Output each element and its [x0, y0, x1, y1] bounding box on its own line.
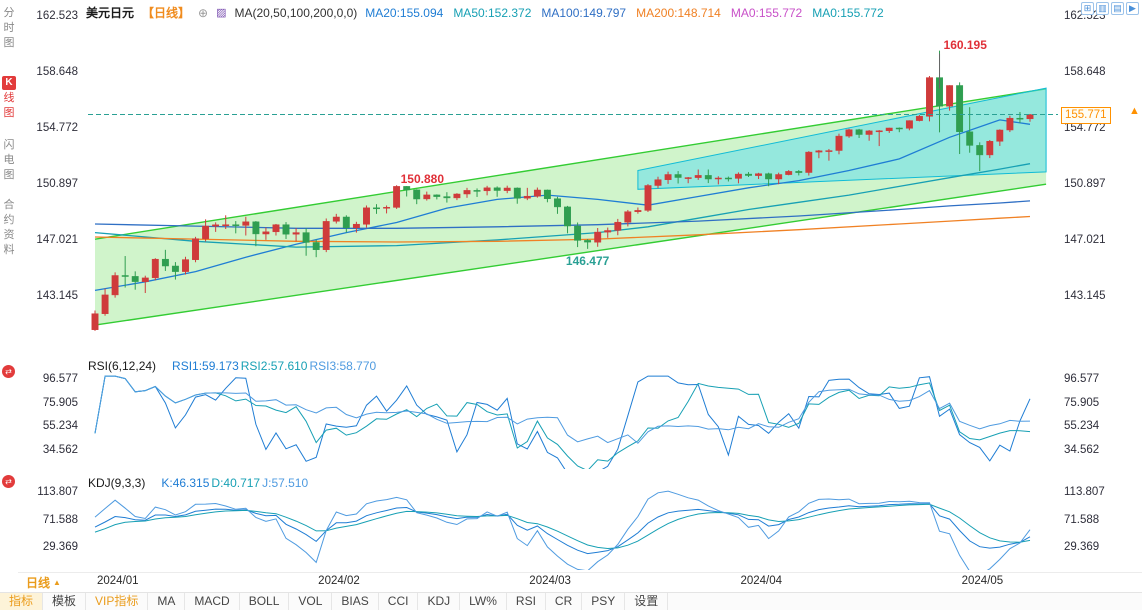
- bottom-toolbar: 指标 模板 VIP指标 MA MACD BOLL VOL BIAS CCI KDJ LW% RSI CR…: [0, 592, 1142, 610]
- sidebar: 分时图 K 线图闪电图合约资料: [0, 0, 18, 592]
- kdj-value-label: K:46.315: [161, 476, 210, 490]
- toolbar-tab-boll[interactable]: BOLL: [240, 593, 290, 610]
- ma-line-ma20: [94, 119, 1031, 292]
- ma-params-label: MA(20,50,100,200,0,0): [234, 5, 358, 20]
- toolbar-tab-rsi[interactable]: RSI: [507, 593, 546, 610]
- toolbar-tab-vip-indicators[interactable]: VIP指标: [86, 593, 149, 610]
- rsi-header: RSI(6,12,24) RSI1:59.173 RSI2:57.610 RSI3:…: [88, 359, 380, 373]
- sidebar-tab-kline-chart[interactable]: K 线图: [2, 76, 16, 119]
- ma-value-label: MA200:148.714: [636, 5, 721, 20]
- kdj-value-label: D:40.717: [211, 476, 261, 490]
- toolbar-tab-indicators[interactable]: 指标: [0, 593, 44, 610]
- toolbar-tab-lwr[interactable]: LW%: [460, 593, 507, 610]
- rsi-value-label: RSI2:57.610: [240, 359, 308, 373]
- rsi-swap-icon[interactable]: ⇄: [2, 365, 15, 378]
- toolbar-tab-cr[interactable]: CR: [546, 593, 583, 610]
- rsi-title: RSI(6,12,24): [88, 359, 157, 373]
- forward-icon[interactable]: ▶: [1126, 2, 1139, 15]
- ma-badge-icon: ▨: [216, 7, 227, 19]
- ma-value-label: MA20:155.094: [365, 5, 444, 20]
- rsi-value-label: RSI1:59.173: [172, 359, 239, 373]
- trend-channel-layer: [94, 87, 1047, 326]
- current-price-label: 155.771: [1061, 107, 1111, 124]
- active-tab-badge: K: [2, 76, 16, 90]
- chart-header: 美元日元 【日线】 ⊕ ▨ MA(20,50,100,200,0,0) MA20:…: [86, 4, 894, 21]
- ma-value-label: MA0:155.772: [812, 5, 884, 20]
- period-selector-label: 日线: [26, 576, 51, 590]
- bar-chart-icon[interactable]: ▤: [1111, 2, 1124, 15]
- ma-value-label: MA0:155.772: [730, 5, 803, 20]
- toolbar-tab-vol[interactable]: VOL: [289, 593, 333, 610]
- toolbar-tab-settings[interactable]: 设置: [625, 593, 669, 610]
- kdj-swap-icon[interactable]: ⇄: [2, 475, 15, 488]
- sidebar-tab-lightning-chart[interactable]: 闪电图: [3, 139, 15, 181]
- sidebar-tab-contract-info[interactable]: 合约资料: [3, 199, 15, 256]
- header-icons: ⊞ ▥ ▤ ▶: [1081, 2, 1139, 15]
- toolbar-tab-cci[interactable]: CCI: [379, 593, 419, 610]
- period-tag: 【日线】: [142, 6, 191, 20]
- toolbar-tab-ma[interactable]: MA: [148, 593, 186, 610]
- toolbar-tab-psy[interactable]: PSY: [582, 593, 626, 610]
- price-arrow-icon[interactable]: ▲: [1129, 105, 1140, 117]
- caret-up-icon: ▲: [53, 578, 61, 587]
- add-indicator-icon[interactable]: ⊕: [198, 5, 209, 20]
- toolbar-tab-bias[interactable]: BIAS: [332, 593, 379, 610]
- kdj-value-label: J:57.510: [262, 476, 309, 490]
- kdj-header: KDJ(9,3,3) K:46.315 D:40.717 J:57.510: [88, 476, 312, 490]
- rsi-value-label: RSI3:58.770: [309, 359, 377, 373]
- ma-line-ma200: [94, 215, 1031, 243]
- toolbar-tab-kdj[interactable]: KDJ: [418, 593, 461, 610]
- kdj-values: K:46.315 D:40.717 J:57.510: [161, 476, 310, 490]
- grid-layout-icon[interactable]: ⊞: [1081, 2, 1094, 15]
- sidebar-tab-time-share-chart[interactable]: 分时图: [3, 7, 15, 49]
- candles-layer: [91, 50, 1034, 331]
- period-selector[interactable]: 日线 ▲: [26, 574, 61, 591]
- rsi-lines-layer: [94, 375, 1031, 469]
- kdj-lines-layer: [94, 490, 1031, 570]
- ma-values: MA20:155.094 MA50:152.372 MA100:149.797 MA2…: [365, 6, 893, 20]
- ma-value-label: MA100:149.797: [541, 5, 627, 20]
- ma-value-label: MA50:152.372: [453, 5, 532, 20]
- toolbar-tab-templates[interactable]: 模板: [43, 593, 87, 610]
- candle-chart-icon[interactable]: ▥: [1096, 2, 1109, 15]
- toolbar-tab-macd[interactable]: MACD: [185, 593, 240, 610]
- rsi-values: RSI1:59.173 RSI2:57.610 RSI3:58.770: [172, 359, 378, 373]
- symbol-title: 美元日元: [86, 6, 135, 20]
- kdj-title: KDJ(9,3,3): [88, 476, 146, 490]
